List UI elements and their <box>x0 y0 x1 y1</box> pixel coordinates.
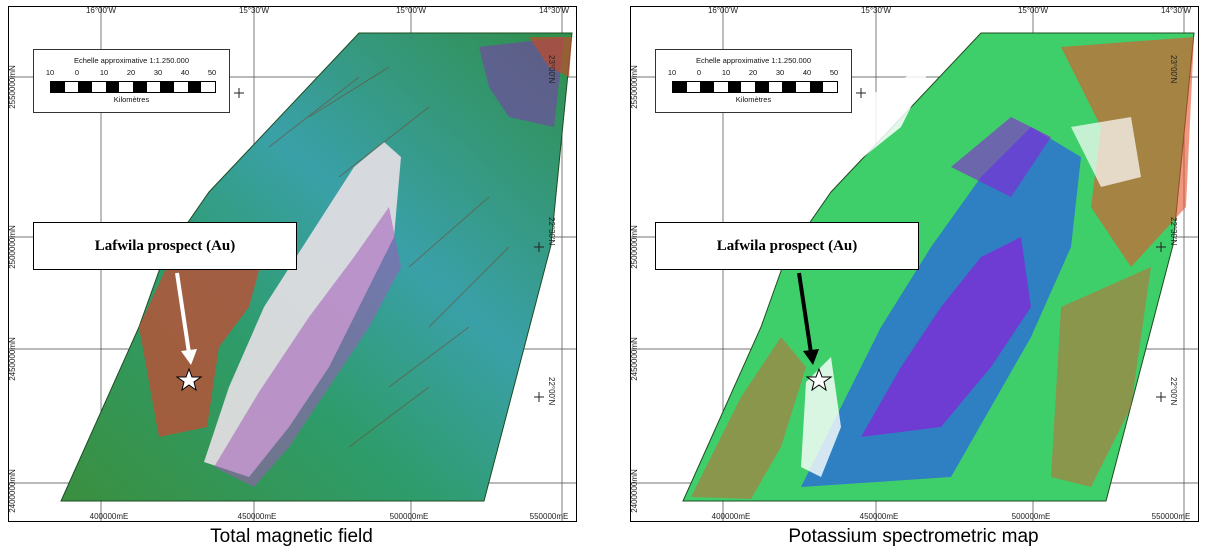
prospect-callout: Lafwila prospect (Au) <box>33 222 297 270</box>
lon-label: 15°00'W <box>1017 6 1049 15</box>
easting-label: 450000mE <box>237 512 277 521</box>
scale-number: 20 <box>748 68 758 77</box>
white-patch <box>831 67 931 167</box>
scale-number: 10 <box>45 68 55 77</box>
map-canvas-potassium <box>631 7 1198 521</box>
grid-crosses <box>856 88 1166 402</box>
lineament-texture <box>268 66 510 448</box>
northing-label: 2500000mN <box>630 225 639 269</box>
prospect-callout: Lafwila prospect (Au) <box>655 222 919 270</box>
lon-label: 16°00'W <box>707 6 739 15</box>
scale-unit: Kilomètres <box>735 95 772 104</box>
scale-number: 50 <box>207 68 217 77</box>
lat-label: 23°00'N <box>1168 55 1178 84</box>
panel-magnetic: 16°00'W 15°30'W 15°00'W 14°30'W 400000mE… <box>0 0 583 560</box>
lat-label: 22°30'N <box>1168 217 1178 246</box>
scale-numbers: 10 0 10 20 30 40 50 <box>34 68 229 78</box>
northing-label: 2550000mN <box>630 65 639 109</box>
scale-number: 20 <box>126 68 136 77</box>
potassium-min-north <box>951 117 1051 197</box>
scale-numbers: 10 0 10 20 30 40 50 <box>656 68 851 78</box>
star-icon <box>175 367 203 392</box>
lat-label: 22°00'N <box>546 377 556 406</box>
lat-label: 23°00'N <box>546 55 556 84</box>
scale-number: 40 <box>180 68 190 77</box>
scale-unit: Kilomètres <box>113 95 150 104</box>
easting-label: 500000mE <box>389 512 429 521</box>
easting-label: 500000mE <box>1011 512 1051 521</box>
lon-label: 15°30'W <box>860 6 892 15</box>
northing-label: 2500000mN <box>8 225 17 269</box>
panel-caption: Potassium spectrometric map <box>788 526 1039 547</box>
white-patch <box>1071 117 1141 187</box>
scale-number: 30 <box>153 68 163 77</box>
ne-red-anomaly <box>529 37 572 77</box>
map-canvas-magnetic <box>9 7 576 521</box>
scale-number: 40 <box>802 68 812 77</box>
scale-ruler <box>672 81 838 93</box>
scale-number: 10 <box>667 68 677 77</box>
lon-label: 14°30'W <box>538 6 570 15</box>
ridge-purple <box>214 207 401 487</box>
panel-caption: Total magnetic field <box>210 526 373 547</box>
scale-number: 10 <box>99 68 109 77</box>
map-frame-magnetic: 16°00'W 15°30'W 15°00'W 14°30'W 400000mE… <box>8 6 577 522</box>
callout-arrow <box>797 272 819 365</box>
easting-label: 400000mE <box>89 512 129 521</box>
star-icon <box>805 367 833 392</box>
lon-label: 15°30'W <box>238 6 270 15</box>
potassium-high-se <box>1051 267 1151 487</box>
potassium-high-sw <box>691 337 806 499</box>
scale-number: 50 <box>829 68 839 77</box>
panel-potassium: 16°00'W 15°30'W 15°00'W 14°30'W 400000mE… <box>622 0 1205 560</box>
scale-bar: Echelle approximative 1:1.250.000 10 0 1… <box>655 49 852 113</box>
scale-bar: Echelle approximative 1:1.250.000 10 0 1… <box>33 49 230 113</box>
scale-title: Echelle approximative 1:1.250.000 <box>695 56 812 65</box>
easting-label: 450000mE <box>859 512 899 521</box>
northing-label: 2400000mN <box>8 469 17 513</box>
scale-number: 30 <box>775 68 785 77</box>
lat-label: 22°00'N <box>1168 377 1178 406</box>
lon-label: 14°30'W <box>1160 6 1192 15</box>
magnetic-high-west <box>139 227 271 437</box>
northing-label: 2450000mN <box>8 337 17 381</box>
ridge-highlight <box>204 142 401 477</box>
scale-ruler <box>50 81 216 93</box>
scale-number: 0 <box>696 68 702 77</box>
map-frame-potassium: 16°00'W 15°30'W 15°00'W 14°30'W 400000mE… <box>630 6 1199 522</box>
lon-label: 16°00'W <box>85 6 117 15</box>
easting-label: 550000mE <box>529 512 569 521</box>
callout-arrow <box>175 272 197 365</box>
northing-label: 2550000mN <box>8 65 17 109</box>
easting-label: 400000mE <box>711 512 751 521</box>
ne-anomaly <box>479 37 564 127</box>
scale-title: Echelle approximative 1:1.250.000 <box>73 56 190 65</box>
easting-label: 550000mE <box>1151 512 1191 521</box>
scale-number: 0 <box>74 68 80 77</box>
northing-label: 2400000mN <box>630 469 639 513</box>
lat-label: 22°30'N <box>546 217 556 246</box>
white-patch <box>801 357 841 477</box>
scale-number: 10 <box>721 68 731 77</box>
grid-crosses <box>234 88 544 402</box>
northing-label: 2450000mN <box>630 337 639 381</box>
potassium-min-core <box>861 237 1031 437</box>
lon-label: 15°00'W <box>395 6 427 15</box>
